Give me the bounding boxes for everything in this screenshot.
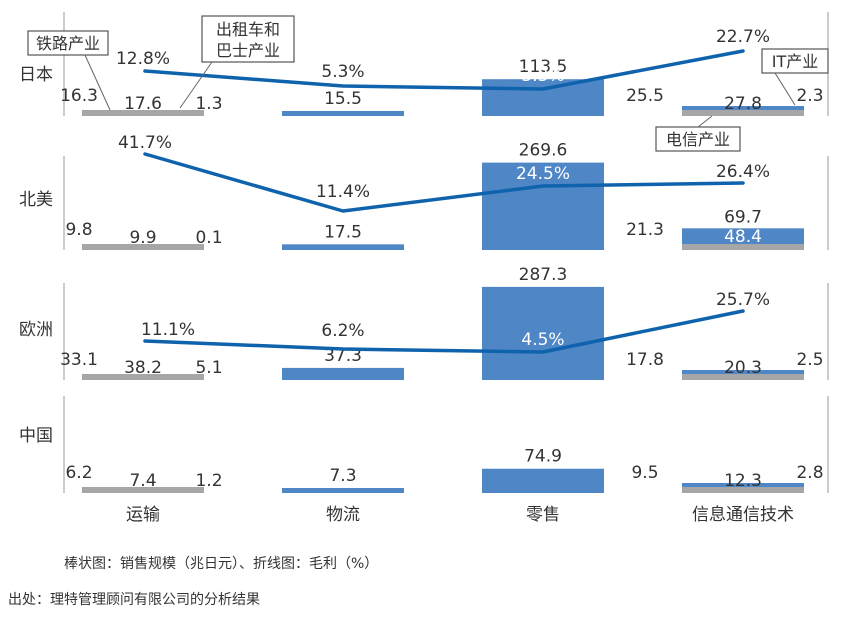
callout-telecom-text: 电信产业 — [666, 130, 730, 149]
transport-taxi-label: 1.2 — [195, 471, 222, 491]
category-label: 物流 — [326, 505, 360, 525]
ict-base-bar — [682, 374, 804, 380]
margin-line — [143, 309, 745, 354]
margin-label: 3.3% — [521, 66, 564, 86]
region-label: 北美 — [19, 190, 53, 210]
region-label: 中国 — [19, 426, 53, 446]
transport-bar — [82, 244, 204, 250]
retail-bar — [482, 286, 604, 380]
retail-bar — [482, 79, 604, 116]
ict-telecom-label: 69.7 — [724, 207, 762, 227]
margin-label: 6.2% — [321, 321, 364, 341]
logistics-value-label: 37.3 — [324, 346, 362, 366]
transport-bar — [82, 374, 204, 380]
margin-label: 11.4% — [316, 182, 370, 202]
region-label: 欧洲 — [19, 320, 53, 340]
legend-note: 棒状图：销售规模（兆日元）、折线图：毛利（%） — [64, 556, 379, 572]
ict-base-bar — [682, 110, 804, 116]
margin-label: 4.5% — [521, 330, 564, 350]
ict-telecom-label: 20.3 — [724, 358, 762, 378]
ict-it-bar — [682, 106, 804, 110]
retail-value-label: 74.9 — [524, 447, 562, 467]
ict-it-bar — [682, 228, 804, 244]
transport-total-label: 9.8 — [65, 220, 92, 240]
region-label: 日本 — [19, 65, 53, 85]
ict-base-bar — [682, 244, 804, 250]
callout-it-leader — [774, 72, 796, 106]
ict-base-bar — [682, 487, 804, 493]
retail-bar — [482, 162, 604, 250]
transport-rail-label: 7.4 — [129, 471, 156, 491]
ict-it-label: 2.5 — [796, 350, 823, 370]
transport-total-label: 16.3 — [60, 86, 98, 106]
margin-label: 12.8% — [116, 49, 170, 69]
margin-label: 41.7% — [118, 133, 172, 153]
callout-rail-leader — [84, 54, 111, 111]
ict-it-bar — [682, 483, 804, 487]
margin-label: 26.4% — [716, 162, 770, 182]
callout-taxi-leader — [179, 61, 213, 109]
logistics-bar — [282, 110, 404, 116]
ict-it-bar — [682, 370, 804, 374]
ict-total-label: 21.3 — [626, 220, 664, 240]
transport-bar — [82, 110, 204, 116]
callout-rail-text: 铁路产业 — [36, 34, 100, 53]
logistics-bar — [282, 244, 404, 250]
source-note: 出处：理特管理顾问有限公司的分析结果 — [8, 592, 260, 608]
logistics-bar — [282, 367, 404, 380]
category-label: 零售 — [526, 505, 560, 525]
callout-it-text: IT产业 — [772, 52, 819, 71]
transport-rail-label: 17.6 — [124, 94, 162, 114]
logistics-value-label: 7.3 — [329, 466, 356, 486]
callout-taxi-text-line1: 出租车和 — [216, 20, 280, 39]
transport-taxi-label: 1.3 — [195, 94, 222, 114]
ict-total-label: 17.8 — [626, 350, 664, 370]
transport-total-label: 33.1 — [60, 350, 98, 370]
logistics-value-label: 17.5 — [324, 222, 362, 242]
logistics-value-label: 15.5 — [324, 89, 362, 109]
retail-bar — [482, 468, 604, 493]
margin-label: 5.3% — [321, 62, 364, 82]
callout-rail-box — [27, 30, 109, 56]
transport-taxi-label: 5.1 — [195, 358, 222, 378]
callout-it-box — [761, 48, 829, 74]
category-label: 信息通信技术 — [692, 505, 794, 525]
ict-total-label: 9.5 — [631, 463, 658, 483]
callout-taxi-text-line2: 巴士产业 — [216, 41, 280, 60]
category-label: 运输 — [126, 505, 160, 525]
margin-line — [143, 152, 745, 213]
logistics-bar — [282, 488, 404, 493]
margin-label: 22.7% — [716, 27, 770, 47]
margin-line — [143, 49, 745, 91]
margin-label: 11.1% — [141, 320, 195, 340]
ict-telecom-label: 27.8 — [724, 94, 762, 114]
callout-telecom-box — [655, 126, 741, 152]
retail-value-label: 269.6 — [519, 141, 568, 161]
transport-bar — [82, 487, 204, 493]
ict-telecom-label: 12.3 — [724, 471, 762, 491]
ict-total-label: 25.5 — [626, 86, 664, 106]
margin-label: 25.7% — [716, 290, 770, 310]
transport-total-label: 6.2 — [65, 463, 92, 483]
ict-it-label: 48.4 — [724, 227, 762, 247]
transport-rail-label: 9.9 — [129, 228, 156, 248]
transport-rail-label: 38.2 — [124, 358, 162, 378]
retail-value-label: 113.5 — [519, 57, 568, 77]
callout-taxi-box — [201, 15, 295, 63]
transport-taxi-label: 0.1 — [195, 228, 222, 248]
ict-it-label: 2.8 — [796, 463, 823, 483]
retail-value-label: 287.3 — [519, 265, 568, 285]
callout-telecom-leader — [697, 115, 713, 128]
margin-label: 24.5% — [516, 164, 570, 184]
ict-it-label: 2.3 — [796, 86, 823, 106]
